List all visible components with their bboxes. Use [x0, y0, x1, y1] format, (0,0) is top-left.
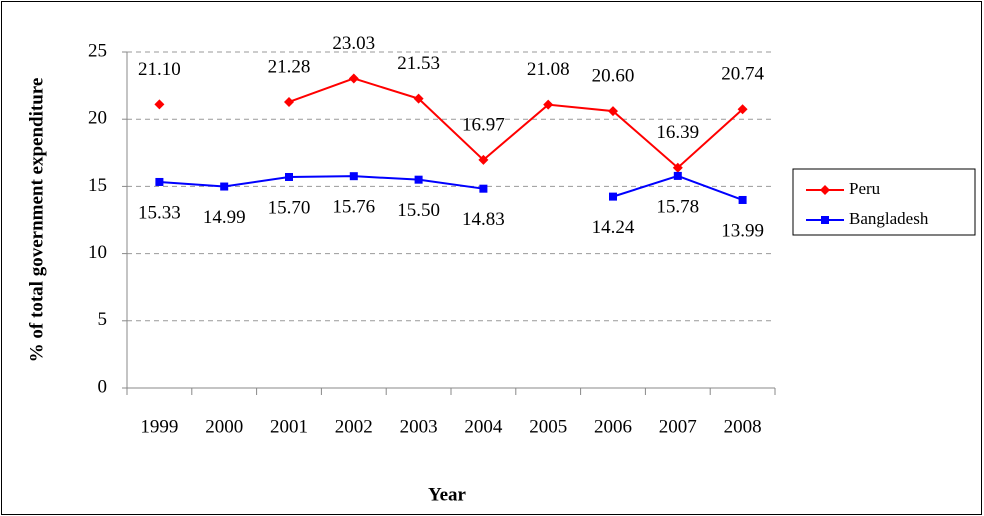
- y-tick-label: 15: [88, 175, 107, 196]
- marker: [154, 99, 165, 110]
- x-tick-label: 2007: [659, 416, 697, 437]
- marker: [285, 172, 293, 181]
- marker: [479, 184, 488, 193]
- x-tick-label: 1999: [140, 416, 178, 437]
- data-label: 15.78: [656, 196, 699, 217]
- marker: [413, 93, 424, 104]
- marker: [478, 154, 489, 165]
- x-tick-label: 2000: [205, 416, 243, 437]
- y-tick-label: 5: [98, 309, 108, 330]
- data-label: 16.97: [462, 114, 505, 135]
- marker: [672, 162, 683, 173]
- x-tick-label: 2004: [464, 416, 503, 437]
- x-tick-label: 2002: [335, 416, 373, 437]
- y-axis-title: % of total government expenditure: [26, 78, 47, 363]
- data-label: 15.50: [397, 200, 440, 221]
- legend-label: Bangladesh: [849, 209, 929, 228]
- marker: [284, 96, 294, 107]
- x-tick-label: 2005: [529, 416, 567, 437]
- marker: [220, 182, 229, 191]
- y-tick-label: 0: [98, 376, 108, 397]
- data-label: 13.99: [721, 220, 764, 241]
- y-tick-label: 10: [88, 242, 107, 263]
- data-label: 21.10: [138, 59, 181, 80]
- x-axis-title: Year: [428, 484, 467, 505]
- marker: [738, 195, 747, 204]
- marker: [348, 73, 359, 84]
- data-label: 21.08: [527, 59, 570, 80]
- marker: [609, 192, 617, 201]
- marker: [349, 172, 358, 181]
- data-label: 14.83: [462, 209, 505, 230]
- marker: [820, 185, 830, 195]
- data-label: 20.60: [592, 65, 635, 86]
- marker: [543, 99, 554, 110]
- x-tick-label: 2003: [400, 416, 438, 437]
- data-label: 21.53: [397, 53, 440, 74]
- marker: [673, 171, 682, 180]
- data-label: 15.76: [332, 197, 375, 218]
- data-label: 14.24: [592, 217, 635, 238]
- marker: [608, 106, 618, 117]
- y-tick-label: 20: [88, 108, 107, 129]
- marker: [821, 216, 829, 224]
- series-line: [288, 77, 744, 170]
- data-label: 21.28: [268, 56, 311, 77]
- x-tick-label: 2001: [270, 416, 308, 437]
- x-tick-label: 2008: [724, 416, 762, 437]
- marker: [414, 175, 423, 184]
- data-label: 20.74: [721, 64, 764, 85]
- y-tick-label: 25: [88, 40, 107, 61]
- data-label: 23.03: [332, 33, 375, 54]
- data-label: 15.33: [138, 202, 181, 223]
- data-label: 16.39: [656, 122, 699, 143]
- data-label: 15.70: [268, 197, 311, 218]
- data-label: 14.99: [203, 207, 246, 228]
- marker: [155, 177, 164, 186]
- legend-label: Peru: [849, 179, 881, 198]
- marker: [737, 104, 748, 115]
- x-tick-label: 2006: [594, 416, 632, 437]
